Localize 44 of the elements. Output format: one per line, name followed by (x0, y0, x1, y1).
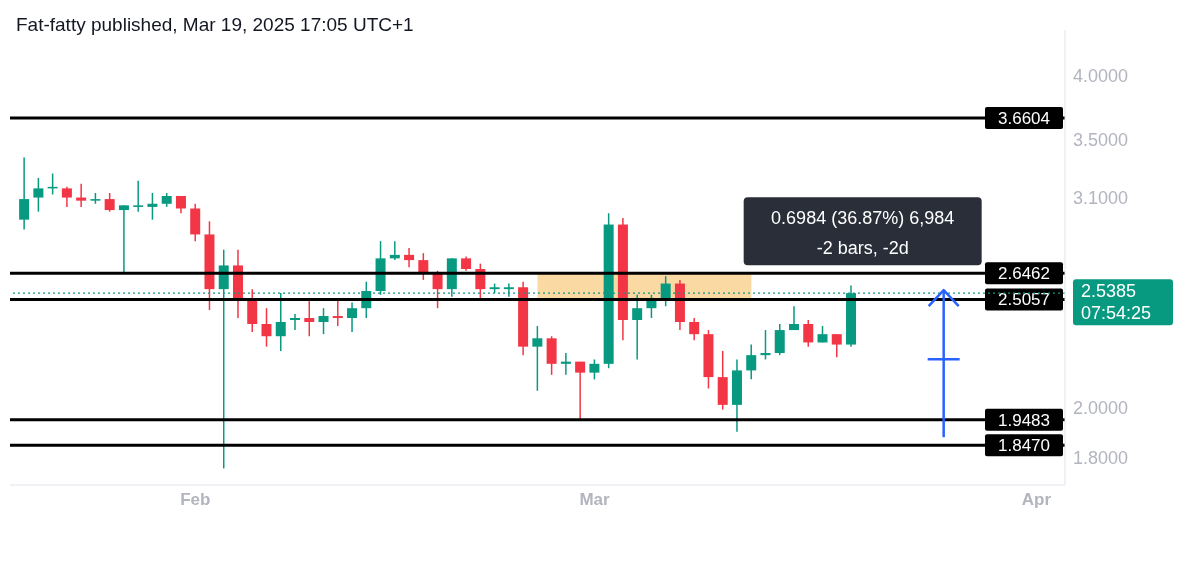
candlestick (532, 325, 543, 392)
candlestick (290, 313, 301, 331)
x-tick-label: Mar (579, 490, 611, 510)
candlestick (19, 156, 30, 231)
candlestick (774, 323, 785, 356)
y-tick-label: 1.8000 (1073, 448, 1129, 469)
ref-line-label: 3.6604 (998, 109, 1050, 129)
annotation: 0.6984 (36.87%) 6,984 (771, 208, 955, 229)
candlestick (133, 180, 144, 213)
ref-line-label: 2.5385 (1081, 281, 1137, 302)
ref-line-label: 1.9483 (998, 410, 1050, 430)
y-tick-label: 4.0000 (1073, 65, 1129, 86)
candlestick (76, 183, 87, 208)
ref-line-label: 2.6462 (998, 264, 1050, 284)
candlestick (147, 192, 158, 221)
y-tick-label: 3.5000 (1073, 129, 1129, 150)
candlestick (575, 360, 586, 421)
chart-title: Fat-fatty published, Mar 19, 2025 17:05 UTC+1 (16, 14, 414, 36)
candlestick (347, 301, 358, 333)
ref-line-label: 2.5057 (998, 290, 1050, 310)
x-tick-label: Feb (180, 490, 211, 510)
y-tick-label: 2.0000 (1073, 397, 1129, 418)
ref-line-label: 1.8470 (998, 436, 1050, 456)
candlestick (418, 252, 429, 281)
candlestick (118, 204, 129, 274)
candlestick (689, 317, 700, 342)
candlestick (33, 177, 44, 213)
candlestick (589, 358, 600, 381)
candlestick (318, 307, 329, 335)
text: 07:54:25 (1081, 303, 1152, 324)
candlestick (61, 186, 72, 208)
candlestick (760, 329, 771, 361)
candlestick (104, 192, 115, 213)
candlestick (831, 333, 842, 359)
candlestick (746, 343, 757, 381)
y-tick-label: 3.1000 (1073, 187, 1129, 208)
candlestick (404, 247, 415, 268)
candlestick (304, 299, 315, 337)
candlestick (632, 294, 643, 361)
x-tick-label: Apr (1021, 490, 1052, 510)
candlestick (560, 352, 571, 376)
annotation: -2 bars, -2d (816, 238, 909, 259)
candlestick (261, 307, 272, 348)
candlestick (803, 319, 814, 348)
